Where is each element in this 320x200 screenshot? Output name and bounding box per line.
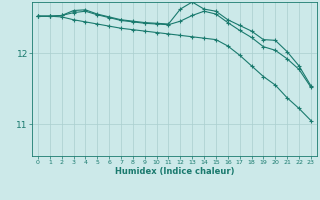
X-axis label: Humidex (Indice chaleur): Humidex (Indice chaleur) [115,167,234,176]
